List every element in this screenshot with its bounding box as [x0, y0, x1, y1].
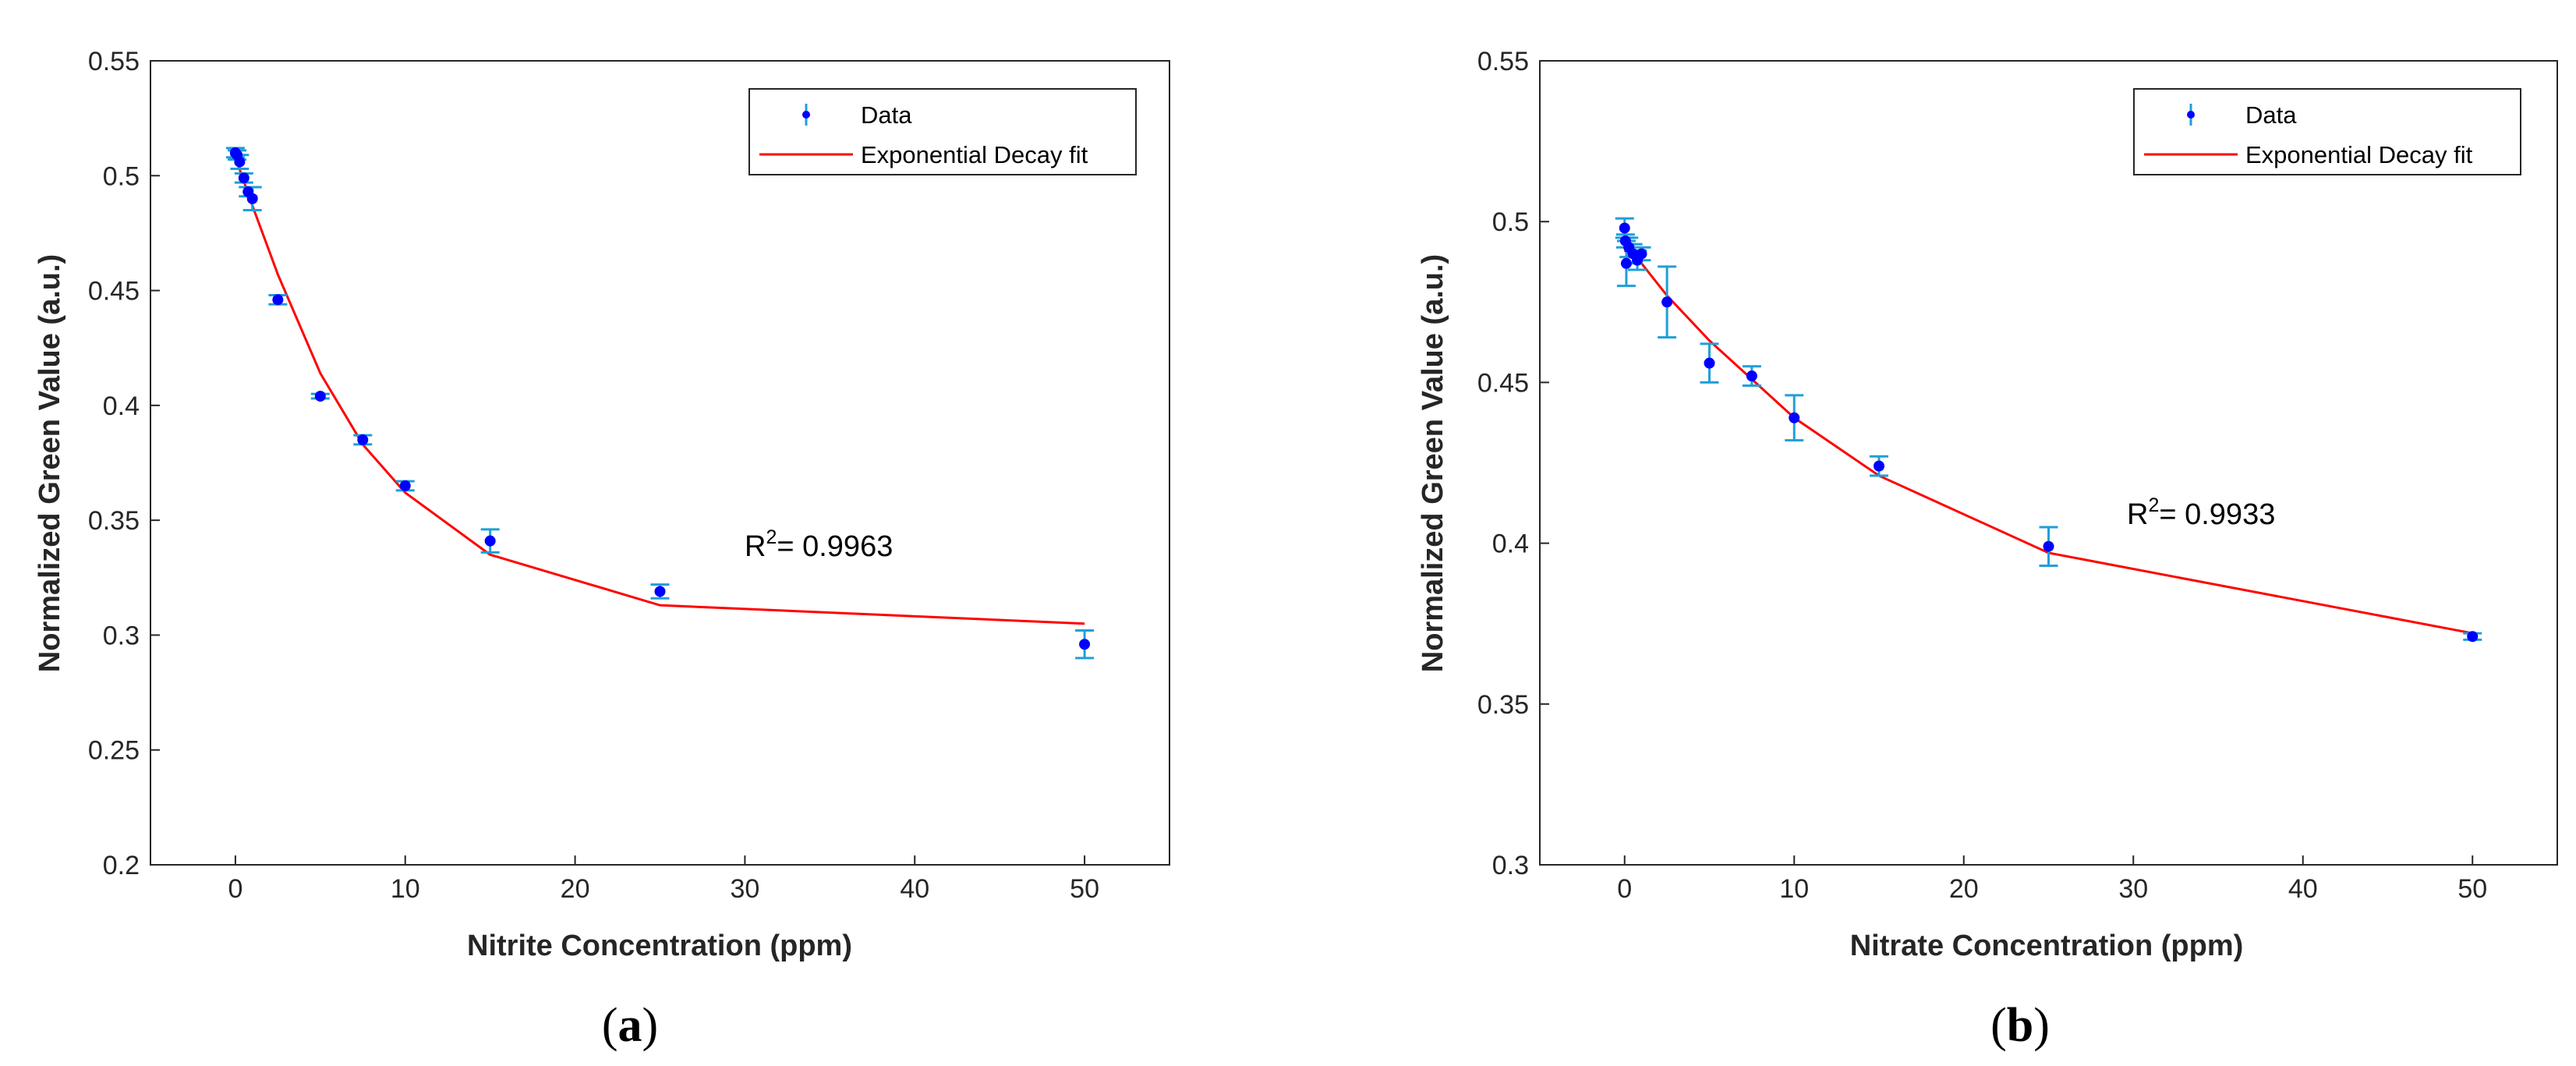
- chart-b-fit-line: [1623, 250, 2473, 635]
- chart-a-legend-fit-label: Exponential Decay fit: [861, 141, 1088, 168]
- chart-a-legend-data-marker: [802, 111, 810, 119]
- chart-a-ticks: 0 10 20 30 40 50 0.2 0.25 0.3 0.35 0.4 0.45 0.5 0.55: [88, 47, 1099, 904]
- chart-a-ytick-label: 0.25: [88, 736, 140, 766]
- chart-b-legend-data-label: Data: [2245, 101, 2297, 129]
- chart-a-error-bars: [225, 147, 1095, 660]
- chart-a-xtick-label: 50: [1070, 874, 1099, 904]
- chart-b-ytick-label: 0.5: [1492, 207, 1529, 237]
- chart-a-data-point: [246, 193, 258, 204]
- chart-a-xtick-label: 40: [900, 874, 929, 904]
- chart-a-xtick-label: 30: [731, 874, 760, 904]
- chart-b-xtick-label: 0: [1617, 874, 1632, 904]
- chart-a-r2-prefix: R: [745, 530, 766, 563]
- chart-b-ylabel: Normalized Green Value (a.u.): [1417, 254, 1449, 672]
- chart-b-ytick-label: 0.3: [1492, 851, 1529, 880]
- chart-b-xtick-label: 20: [1949, 874, 1979, 904]
- chart-b-ytick-label: 0.35: [1477, 690, 1529, 720]
- chart-a-legend-box: [748, 88, 1137, 175]
- chart-a-data-point: [1079, 639, 1091, 650]
- chart-a-panel-label: (a): [602, 999, 658, 1052]
- chart-a-ytick-label: 0.55: [88, 47, 140, 76]
- chart-b-xtick-label: 40: [2288, 874, 2318, 904]
- chart-a-panel-letter: a: [618, 999, 642, 1052]
- chart-b-r2-suffix: = 0.9933: [2159, 498, 2275, 531]
- chart-a-ytick-label: 0.4: [103, 391, 140, 421]
- chart-b-data-point: [1789, 412, 1800, 423]
- chart-b-data-point: [1704, 357, 1715, 369]
- chart-a-r2-suffix: = 0.9963: [777, 530, 893, 563]
- chart-a-xlabel: Nitrite Concentration (ppm): [467, 930, 852, 962]
- chart-a-ylabel: Normalized Green Value (a.u.): [34, 254, 66, 672]
- chart-a-data-point: [314, 391, 326, 402]
- chart-a-data-point: [357, 434, 369, 446]
- chart-b-xtick-label: 10: [1779, 874, 1809, 904]
- chart-a-ytick-label: 0.35: [88, 506, 140, 536]
- chart-b: 0 10 20 30 40 50 0.3 0.35 0.4 0.45 0.5 0.55 Nitrate…: [1417, 47, 2558, 1052]
- chart-b-data-point: [2043, 540, 2054, 552]
- chart-a-data-point: [654, 586, 666, 597]
- chart-a-r2-sup: 2: [766, 526, 777, 548]
- chart-b-axes-box: [1539, 60, 2558, 866]
- chart-b-ytick-label: 0.55: [1477, 47, 1529, 76]
- chart-a-xtick-label: 0: [228, 874, 242, 904]
- chart-a-ytick-label: 0.45: [88, 277, 140, 306]
- chart-b-data-point: [1620, 257, 1632, 269]
- chart-a-legend-data-label: Data: [861, 101, 912, 129]
- chart-a-data-point: [238, 172, 249, 184]
- chart-a-ytick-label: 0.2: [103, 851, 140, 880]
- chart-b-panel-label: (b): [1990, 999, 2050, 1052]
- chart-b-data-point: [1746, 370, 1757, 382]
- chart-a-fit-line: [234, 157, 1085, 625]
- chart-b-xlabel: Nitrate Concentration (ppm): [1850, 930, 2244, 962]
- chart-a-legend: Data Exponential Decay fit: [748, 88, 1137, 175]
- chart-a: 0 10 20 30 40 500.20.250.30.350.40.450.50.55 …: [34, 47, 1170, 1052]
- chart-a-r2-annotation: R2= 0.9963: [745, 526, 893, 563]
- chart-b-data-point: [1619, 222, 1630, 234]
- chart-a-xtick-label: 20: [561, 874, 590, 904]
- chart-b-data-point: [1661, 296, 1673, 308]
- chart-a-ytick-label: 0.5: [103, 161, 140, 191]
- chart-a-data-point: [399, 480, 411, 491]
- chart-a-axes-box: [150, 60, 1170, 866]
- chart-a-points: [229, 147, 1091, 650]
- chart-b-data-point: [1874, 460, 1884, 472]
- chart-b-xtick-label: 50: [2457, 874, 2487, 904]
- chart-b-points: [1619, 222, 2479, 643]
- chart-a-data-point: [484, 535, 496, 547]
- chart-a-ytick-label: 0.3: [103, 621, 140, 650]
- chart-a-data-point: [234, 156, 246, 168]
- chart-b-data-point: [2467, 631, 2479, 643]
- chart-b-r2-annotation: R2= 0.9933: [2127, 494, 2275, 531]
- chart-b-legend-box: [2133, 88, 2521, 175]
- chart-b-xtick-label: 30: [2118, 874, 2148, 904]
- chart-b-error-bars: [1615, 217, 2482, 641]
- chart-b-data-point: [1636, 248, 1647, 260]
- chart-b-legend-data-marker: [2187, 111, 2195, 119]
- chart-b-r2-sup: 2: [2148, 494, 2159, 516]
- chart-b-legend-fit-label: Exponential Decay fit: [2245, 141, 2473, 168]
- chart-a-data-point: [272, 294, 284, 306]
- chart-b-ytick-label: 0.45: [1477, 368, 1529, 398]
- chart-b-ytick-label: 0.4: [1492, 529, 1529, 559]
- chart-b-panel-letter: b: [2007, 999, 2033, 1052]
- chart-b-r2-prefix: R: [2127, 498, 2148, 531]
- chart-b-legend: Data Exponential Decay fit: [2133, 88, 2521, 175]
- chart-b-ticks: 0 10 20 30 40 50 0.3 0.35 0.4 0.45 0.5 0.55: [1477, 47, 2487, 904]
- chart-a-xtick-label: 10: [391, 874, 420, 904]
